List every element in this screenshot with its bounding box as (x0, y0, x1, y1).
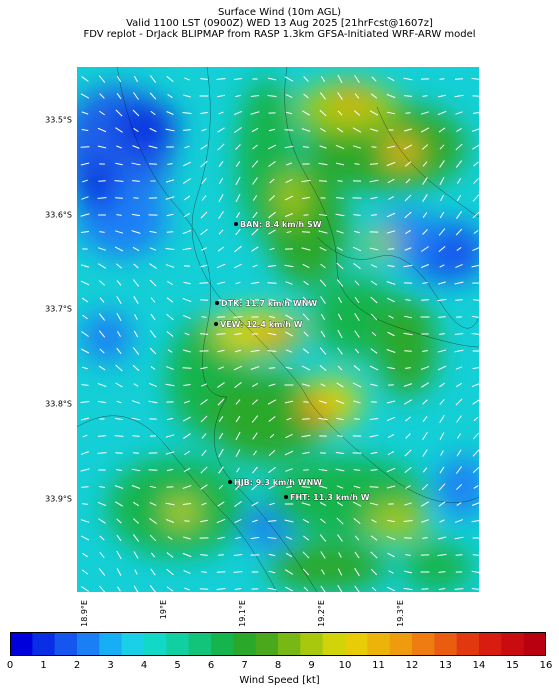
colorbar (10, 632, 546, 656)
colorbar-swatch (389, 632, 413, 656)
colorbar-swatch (255, 632, 279, 656)
title-line-1: Surface Wind (10m AGL) (217, 7, 342, 18)
lon-label-18-9: 18.9°E (80, 600, 89, 627)
colorbar-swatch (434, 632, 458, 656)
colorbar-tick: 7 (241, 660, 248, 671)
wind-map: BAN: 8.4 km/h SW DTK: 11.7 km/h WNW VEW: 1… (77, 67, 479, 592)
colorbar-swatch (456, 632, 480, 656)
colorbar-label: Wind Speed [kt] (239, 675, 320, 686)
lat-label-33-7: 33.7°S (45, 304, 72, 314)
station-marker-fht (284, 495, 288, 499)
lon-label-19-1: 19.1°E (238, 600, 247, 627)
station-marker-vew (214, 322, 218, 326)
colorbar-swatch (166, 632, 190, 656)
colorbar-tick: 9 (308, 660, 315, 671)
colorbar-tick: 13 (439, 660, 452, 671)
lat-label-33-9: 33.9°S (45, 494, 72, 504)
colorbar-tick: 14 (472, 660, 486, 671)
lat-label-33-5: 33.5°S (45, 115, 72, 125)
colorbar-tick: 5 (174, 660, 181, 671)
colorbar-tick: 10 (338, 660, 352, 671)
lon-label-19-2: 19.2°E (317, 600, 326, 627)
colorbar-swatch (54, 632, 78, 656)
station-label-vew: VEW: 12.4 km/h W (220, 320, 303, 329)
colorbar-tick: 4 (140, 660, 148, 671)
colorbar-swatch (233, 632, 257, 656)
colorbar-swatch (300, 632, 324, 656)
colorbar-swatch (77, 632, 100, 656)
station-label-fht: FHT: 11.3 km/h W (290, 493, 370, 502)
colorbar-swatch (10, 632, 33, 656)
lat-label-33-8: 33.8°S (45, 399, 72, 409)
colorbar-swatch (144, 632, 167, 656)
colorbar-swatch (479, 632, 502, 656)
colorbar-tick: 6 (207, 660, 215, 671)
colorbar-swatch (188, 632, 212, 656)
title-line-3: FDV replot - DrJack BLIPMAP from RASP 1.… (83, 29, 476, 40)
colorbar-swatch (322, 632, 346, 656)
colorbar-tick: 0 (6, 660, 14, 671)
colorbar-swatch (523, 632, 546, 656)
colorbar-tick: 8 (274, 660, 282, 671)
station-label-ban: BAN: 8.4 km/h SW (240, 220, 322, 229)
colorbar-swatch (367, 632, 391, 656)
colorbar-swatch (99, 632, 123, 656)
wind-arrows (80, 74, 479, 592)
colorbar-swatch (345, 632, 368, 656)
station-marker-dtk (215, 301, 219, 305)
colorbar-tick: 3 (107, 660, 114, 671)
lat-label-33-6: 33.6°S (45, 210, 72, 220)
colorbar-swatch (278, 632, 301, 656)
station-marker-hjb (228, 480, 232, 484)
colorbar-tick: 16 (539, 660, 553, 671)
colorbar-tick: 2 (73, 660, 81, 671)
station-label-hjb: HJB: 9.3 km/h WNW (234, 478, 322, 487)
station-marker-ban (234, 222, 238, 226)
colorbar-swatch (412, 632, 435, 656)
lon-label-19-3: 19.3°E (396, 600, 405, 627)
colorbar-tick: 11 (372, 660, 385, 671)
station-label-dtk: DTK: 11.7 km/h WNW (221, 299, 317, 308)
colorbar-swatch (32, 632, 56, 656)
lon-label-19-0: 19°E (159, 600, 168, 620)
colorbar-swatch (121, 632, 145, 656)
colorbar-tick: 15 (506, 660, 519, 671)
colorbar-tick: 1 (40, 660, 47, 671)
colorbar-tick: 12 (405, 660, 419, 671)
colorbar-swatch (501, 632, 525, 656)
colorbar-swatch (211, 632, 234, 656)
title-line-2: Valid 1100 LST (0900Z) WED 13 Aug 2025 [… (126, 18, 433, 29)
